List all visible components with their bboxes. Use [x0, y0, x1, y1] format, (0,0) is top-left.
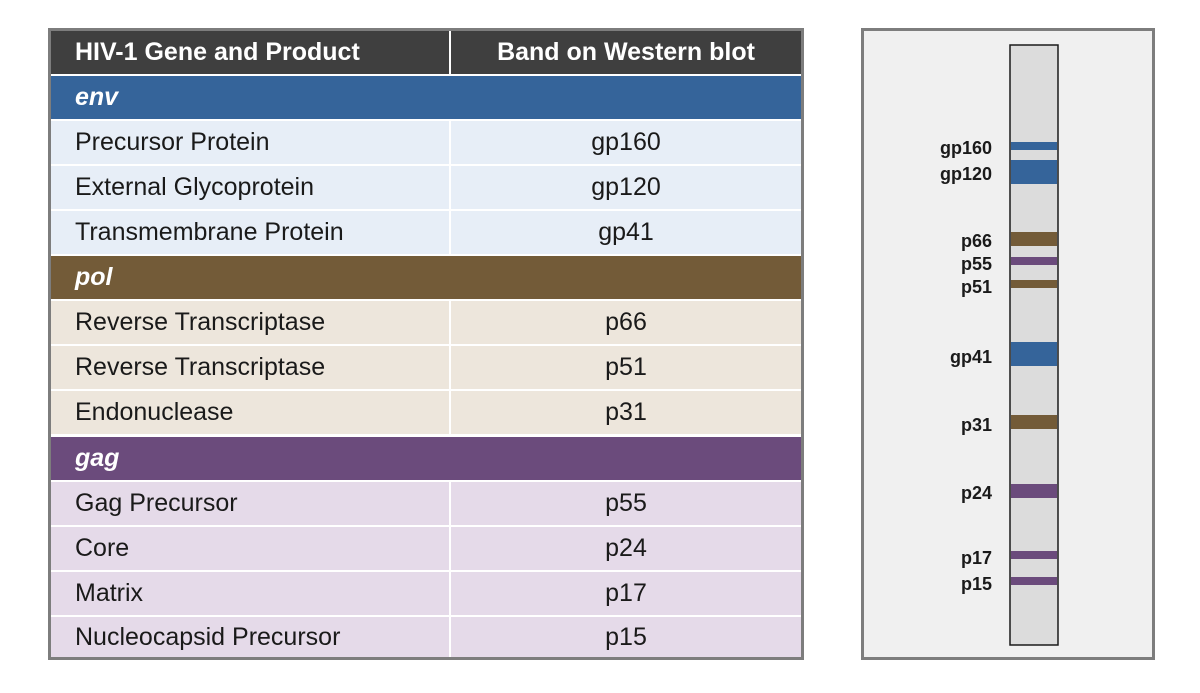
table-row: Reverse Transcriptase p66: [51, 299, 801, 344]
band-cell: p66: [605, 308, 647, 336]
band-label-p55: p55: [961, 254, 992, 274]
band-label-gp120: gp120: [940, 164, 992, 184]
table-row: Endonuclease p31: [51, 389, 801, 434]
band-cell: gp41: [598, 218, 654, 246]
product-cell: Nucleocapsid Precursor: [51, 617, 451, 657]
product-cell: Endonuclease: [51, 391, 451, 434]
group-label-pol: pol: [75, 263, 113, 291]
band-cell: gp160: [591, 128, 661, 156]
band-gp41: [1011, 342, 1057, 366]
band-cell: p51: [605, 353, 647, 381]
header-band: Band on Western blot: [497, 38, 755, 66]
product-cell: Reverse Transcriptase: [51, 346, 451, 389]
group-header-env: env: [51, 76, 801, 119]
table-row: Gag Precursor p55: [51, 480, 801, 525]
band-label-gp41: gp41: [950, 347, 992, 367]
header-gene-product: HIV-1 Gene and Product: [51, 31, 451, 74]
table-row: Matrix p17: [51, 570, 801, 615]
table-row: Core p24: [51, 525, 801, 570]
band-p24: [1011, 484, 1057, 498]
group-label-env: env: [75, 83, 119, 111]
band-label-p15: p15: [961, 574, 992, 594]
band-p31: [1011, 415, 1057, 429]
band-label-p51: p51: [961, 277, 992, 297]
band-p51: [1011, 280, 1057, 288]
band-cell: gp120: [591, 173, 661, 201]
table-row: External Glycoprotein gp120: [51, 164, 801, 209]
table-row: Reverse Transcriptase p51: [51, 344, 801, 389]
western-blot-strip-diagram: gp160 gp120 p66 p55 p51 gp41 p31 p24 p17 p15: [940, 44, 1059, 646]
band-p15: [1011, 577, 1057, 585]
table-row: Nucleocapsid Precursor p15: [51, 615, 801, 657]
band-label-p66: p66: [961, 231, 992, 251]
band-label-p24: p24: [961, 483, 992, 503]
band-cell: p15: [605, 622, 647, 651]
product-cell: Transmembrane Protein: [51, 211, 451, 254]
band-label-p31: p31: [961, 415, 992, 435]
product-cell: Precursor Protein: [51, 121, 451, 164]
band-cell: p24: [605, 534, 647, 562]
table-row: Precursor Protein gp160: [51, 119, 801, 164]
band-gp120: [1011, 160, 1057, 184]
band-p55: [1011, 257, 1057, 265]
hiv-gene-table: HIV-1 Gene and Product Band on Western b…: [48, 28, 804, 660]
table-row: Transmembrane Protein gp41: [51, 209, 801, 254]
band-cell: p55: [605, 489, 647, 517]
table-header: HIV-1 Gene and Product Band on Western b…: [51, 31, 801, 74]
group-header-pol: pol: [51, 256, 801, 299]
western-blot-panel: gp160 gp120 p66 p55 p51 gp41 p31 p24 p17 p15: [861, 28, 1155, 660]
product-cell: Gag Precursor: [51, 482, 451, 525]
band-cell: p17: [605, 579, 647, 607]
band-label-p17: p17: [961, 548, 992, 568]
band-cell: p31: [605, 398, 647, 426]
product-cell: Reverse Transcriptase: [51, 301, 451, 344]
band-p66: [1011, 232, 1057, 246]
product-cell: Matrix: [51, 572, 451, 615]
product-cell: Core: [51, 527, 451, 570]
band-label-gp160: gp160: [940, 138, 992, 158]
product-cell: External Glycoprotein: [51, 166, 451, 209]
band-p17: [1011, 551, 1057, 559]
band-gp160: [1011, 142, 1057, 150]
group-label-gag: gag: [75, 444, 120, 472]
group-header-gag: gag: [51, 437, 801, 480]
